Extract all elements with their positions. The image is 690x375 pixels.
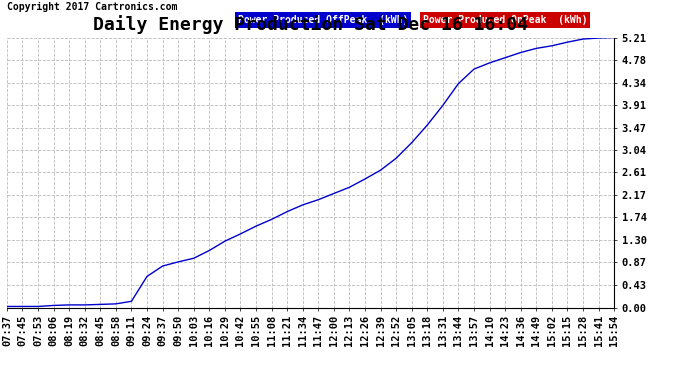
Text: Daily Energy Production Sat Dec 16 16:04: Daily Energy Production Sat Dec 16 16:04 <box>93 15 528 34</box>
Text: Power Produced OffPeak  (kWh): Power Produced OffPeak (kWh) <box>237 15 408 25</box>
Text: Power Produced OnPeak  (kWh): Power Produced OnPeak (kWh) <box>423 15 587 25</box>
Text: Copyright 2017 Cartronics.com: Copyright 2017 Cartronics.com <box>7 2 177 12</box>
